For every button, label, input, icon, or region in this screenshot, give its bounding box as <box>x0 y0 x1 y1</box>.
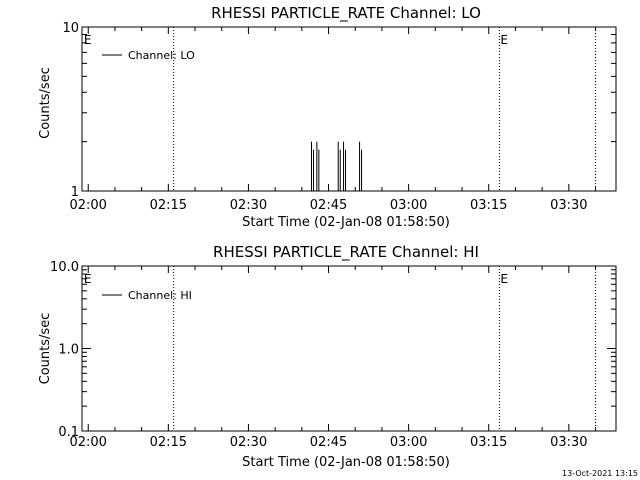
lo-x-tick-label: 02:30 <box>230 198 267 213</box>
hi-channel-panel: RHESSI PARTICLE_RATE Channel: HI 02:00 02:… <box>38 243 617 470</box>
hi-event-marker-label: E <box>500 272 508 286</box>
lo-event-marker-label: E <box>500 33 508 47</box>
lo-channel-panel: RHESSI PARTICLE_RATE Channel: LO 02:00 02:… <box>38 4 617 230</box>
hi-x-tick-label: 03:00 <box>390 435 427 450</box>
hi-y-tick-label: 0.1 <box>58 425 79 440</box>
lo-y-axis-label: Counts/sec <box>38 67 53 139</box>
lo-x-tick-label: 02:00 <box>69 198 106 213</box>
lo-x-tick-label: 03:15 <box>470 198 507 213</box>
lo-x-tick-label: 02:15 <box>150 198 187 213</box>
hi-event-marker-label: E <box>84 272 92 286</box>
hi-x-tick-label: 02:30 <box>230 435 267 450</box>
hi-x-tick-label: 03:30 <box>550 435 587 450</box>
hi-x-tick-label: 03:15 <box>470 435 507 450</box>
lo-x-tick-label: 02:45 <box>310 198 347 213</box>
lo-legend-label: Channel: LO <box>128 49 195 62</box>
lo-x-tick-label: 03:00 <box>390 198 427 213</box>
lo-x-tick-label: 03:30 <box>550 198 587 213</box>
hi-y-tick-label: 10.0 <box>50 260 79 275</box>
hi-x-axis-label: Start Time (02-Jan-08 01:58:50) <box>242 455 450 470</box>
hi-y-axis-label: Counts/sec <box>38 313 53 385</box>
lo-plot-frame <box>81 26 617 192</box>
lo-y-tick-label: 10 <box>62 21 79 36</box>
plot-timestamp: 13-Oct-2021 13:15 <box>562 469 638 478</box>
hi-x-tick-label: 02:45 <box>310 435 347 450</box>
lo-event-marker-label: E <box>84 33 92 47</box>
hi-y-tick-label: 1.0 <box>58 343 79 358</box>
hi-x-tick-label: 02:15 <box>150 435 187 450</box>
lo-y-tick-label: 1 <box>71 185 79 200</box>
hi-chart-title: RHESSI PARTICLE_RATE Channel: HI <box>213 243 479 262</box>
lo-x-axis-label: Start Time (02-Jan-08 01:58:50) <box>242 215 450 230</box>
hi-legend-label: Channel: HI <box>128 289 192 302</box>
lo-chart-title: RHESSI PARTICLE_RATE Channel: LO <box>211 4 481 23</box>
hi-x-tick-label: 02:00 <box>69 435 106 450</box>
